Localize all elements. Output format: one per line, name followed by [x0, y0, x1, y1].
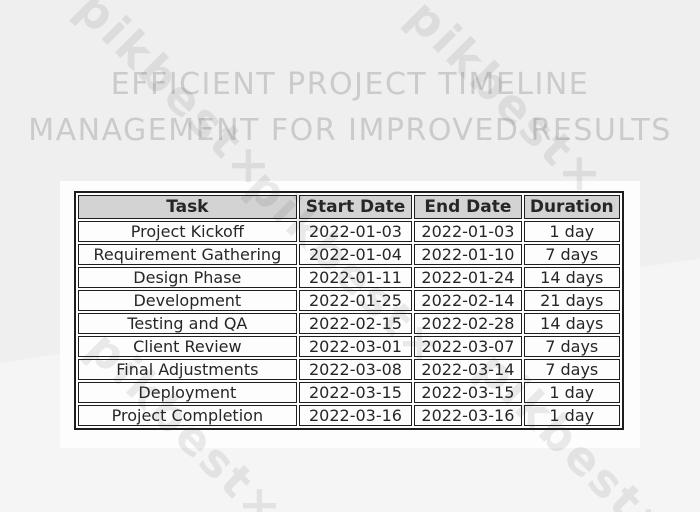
cell-start-date: 2022-02-15 — [298, 313, 413, 334]
cell-end-date: 2022-03-15 — [414, 382, 522, 403]
cell-start-date: 2022-03-16 — [298, 405, 413, 426]
cell-task: Deployment — [78, 382, 297, 403]
cell-duration: 7 days — [523, 244, 620, 265]
cell-duration: 1 day — [523, 221, 620, 242]
cell-end-date: 2022-01-03 — [414, 221, 522, 242]
table-row: Project Completion 2022-03-16 2022-03-16… — [78, 405, 620, 426]
table-card: Task Start Date End Date Duration Projec… — [60, 181, 640, 448]
cell-task: Requirement Gathering — [78, 244, 297, 265]
cell-end-date: 2022-02-28 — [414, 313, 522, 334]
cell-duration: 7 days — [523, 359, 620, 380]
cell-task: Testing and QA — [78, 313, 297, 334]
cell-task: Project Kickoff — [78, 221, 297, 242]
cell-end-date: 2022-02-14 — [414, 290, 522, 311]
cell-duration: 7 days — [523, 336, 620, 357]
page-title: EFFICIENT PROJECT TIMELINE MANAGEMENT FO… — [0, 62, 700, 154]
table-row: Testing and QA 2022-02-15 2022-02-28 14 … — [78, 313, 620, 334]
cell-start-date: 2022-03-01 — [298, 336, 413, 357]
table-header-row: Task Start Date End Date Duration — [78, 195, 620, 219]
page-title-line-2: MANAGEMENT FOR IMPROVED RESULTS — [28, 113, 672, 148]
table-row: Final Adjustments 2022-03-08 2022-03-14 … — [78, 359, 620, 380]
table-row: Design Phase 2022-01-11 2022-01-24 14 da… — [78, 267, 620, 288]
cell-task: Design Phase — [78, 267, 297, 288]
column-header-end-date: End Date — [414, 195, 522, 219]
table-row: Client Review 2022-03-01 2022-03-07 7 da… — [78, 336, 620, 357]
cell-task: Client Review — [78, 336, 297, 357]
table-row: Requirement Gathering 2022-01-04 2022-01… — [78, 244, 620, 265]
cell-duration: 1 day — [523, 382, 620, 403]
cell-start-date: 2022-01-11 — [298, 267, 413, 288]
cell-end-date: 2022-03-16 — [414, 405, 522, 426]
cell-duration: 14 days — [523, 313, 620, 334]
cell-duration: 1 day — [523, 405, 620, 426]
table-row: Development 2022-01-25 2022-02-14 21 day… — [78, 290, 620, 311]
cell-task: Final Adjustments — [78, 359, 297, 380]
cell-start-date: 2022-03-15 — [298, 382, 413, 403]
cell-start-date: 2022-01-03 — [298, 221, 413, 242]
cell-end-date: 2022-03-14 — [414, 359, 522, 380]
column-header-task: Task — [78, 195, 297, 219]
column-header-start-date: Start Date — [298, 195, 413, 219]
cell-end-date: 2022-01-10 — [414, 244, 522, 265]
page-title-line-1: EFFICIENT PROJECT TIMELINE — [110, 67, 590, 102]
cell-start-date: 2022-01-25 — [298, 290, 413, 311]
table-row: Project Kickoff 2022-01-03 2022-01-03 1 … — [78, 221, 620, 242]
cell-task: Development — [78, 290, 297, 311]
column-header-duration: Duration — [523, 195, 620, 219]
cell-start-date: 2022-03-08 — [298, 359, 413, 380]
cell-duration: 14 days — [523, 267, 620, 288]
cell-end-date: 2022-01-24 — [414, 267, 522, 288]
project-timeline-table: Task Start Date End Date Duration Projec… — [74, 191, 624, 430]
cell-task: Project Completion — [78, 405, 297, 426]
cell-start-date: 2022-01-04 — [298, 244, 413, 265]
cell-duration: 21 days — [523, 290, 620, 311]
cell-end-date: 2022-03-07 — [414, 336, 522, 357]
table-row: Deployment 2022-03-15 2022-03-15 1 day — [78, 382, 620, 403]
